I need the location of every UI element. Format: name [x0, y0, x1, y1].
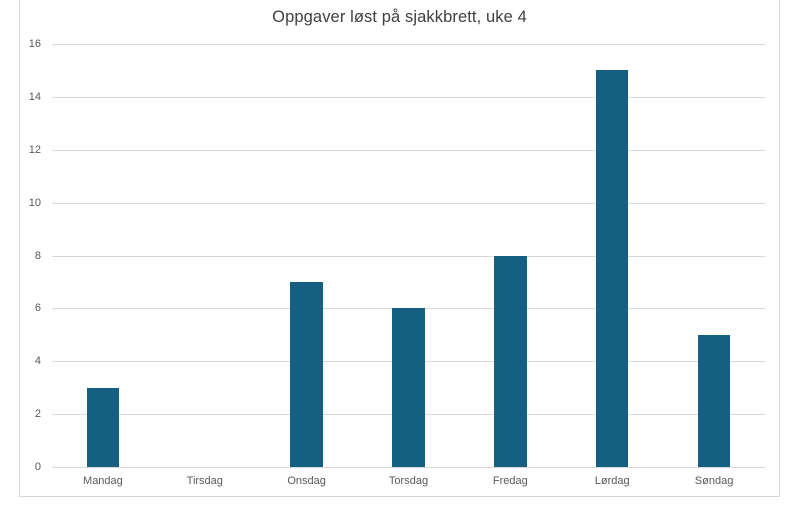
bar-mandag — [86, 388, 120, 467]
x-axis-tick-label: Fredag — [492, 475, 528, 487]
gridline — [52, 203, 765, 204]
x-axis-tick-label: Lørdag — [594, 475, 630, 487]
y-axis-tick-label: 12 — [28, 144, 41, 156]
bar-søndag — [697, 335, 731, 467]
x-axis-tick-label: Søndag — [694, 475, 734, 487]
gridline — [52, 44, 765, 45]
x-axis-tick-label: Tirsdag — [186, 475, 223, 487]
gridline — [52, 256, 765, 257]
gridline — [52, 97, 765, 98]
y-axis-tick-label: 10 — [28, 197, 41, 209]
bar-onsdag — [290, 282, 323, 467]
y-axis-tick-label: 6 — [34, 302, 41, 314]
y-axis-tick-label: 16 — [28, 38, 41, 50]
bar-fredag — [494, 256, 527, 467]
x-axis-line — [52, 467, 765, 468]
y-axis-tick-label: 4 — [34, 355, 41, 367]
chart-title: Oppgaver løst på sjakkbrett, uke 4 — [272, 8, 527, 26]
x-axis-tick-label: Mandag — [83, 475, 123, 487]
y-axis-tick-label: 14 — [28, 91, 41, 103]
bar-torsdag — [392, 308, 425, 467]
x-axis-tick-label: Onsdag — [287, 475, 326, 487]
chart-frame: Oppgaver løst på sjakkbrett, uke 4 0 2 4 6 8… — [19, 0, 780, 497]
y-axis-tick-label: 8 — [34, 250, 41, 262]
y-axis-tick-label: 2 — [34, 408, 41, 420]
x-axis-tick-label: Torsdag — [388, 475, 429, 487]
gridline — [52, 150, 765, 151]
y-axis-tick-label: 0 — [34, 461, 41, 473]
bar-lørdag — [595, 70, 629, 467]
